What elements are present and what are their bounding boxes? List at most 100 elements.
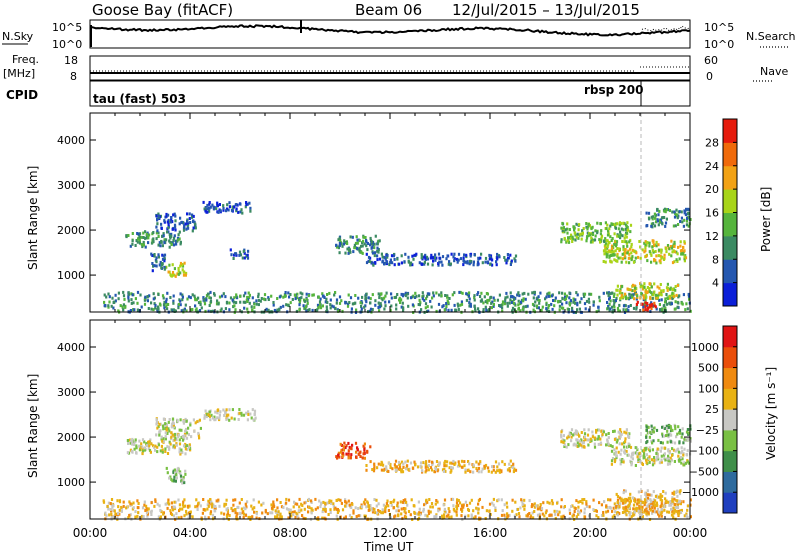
echo-cell [150,513,153,516]
colorbar-tick-label: 25 [705,403,719,416]
echo-cell [573,226,576,230]
echo-cell [664,309,667,313]
echo-cell [171,241,174,245]
echo-cell [445,257,448,261]
echo-cell [661,432,664,436]
echo-cell [582,441,585,445]
echo-cell [467,468,470,472]
echo-cell [373,462,376,466]
echo-cell [673,244,676,248]
echo-cell [179,242,182,246]
echo-cell [480,291,483,295]
echo-cell [622,245,625,249]
echo-cell [608,227,611,231]
echo-cell [390,503,393,507]
echo-cell [187,226,190,230]
echo-cell [178,503,181,507]
echo-cell [678,210,681,214]
echo-cell [644,298,647,302]
echo-cell [185,436,189,440]
echo-cell [183,481,186,485]
echo-cell [208,414,212,418]
echo-cell [607,241,610,245]
echo-cell [318,300,322,304]
echo-cell [238,250,242,254]
echo-cell [594,234,597,238]
echo-cell [623,445,626,449]
echo-cell [421,297,424,301]
echo-cell [216,411,219,415]
echo-cell [448,516,451,520]
echo-cell [531,511,534,515]
echo-cell [186,225,189,228]
echo-cell [550,294,554,298]
echo-cell [202,498,205,501]
echo-cell [610,247,614,251]
echo-cell [575,499,578,503]
echo-cell [626,509,629,513]
echo-cell [648,457,651,461]
echo-cell [161,424,165,428]
echo-cell [595,514,598,518]
echo-cell [460,507,463,511]
echo-cell [653,506,656,510]
echo-cell [410,498,413,502]
echo-cell [687,207,690,211]
echo-cell [681,249,684,252]
echo-cell [610,244,614,248]
echo-cell [357,507,360,510]
echo-cell [429,256,432,260]
echo-cell [326,301,329,304]
echo-cell [392,506,395,510]
echo-cell [334,506,337,510]
echo-cell [606,223,609,227]
echo-cell [134,438,137,442]
echo-cell [419,461,423,465]
echo-cell [576,441,579,445]
echo-cell [651,506,654,510]
echo-cell [173,445,176,449]
echo-cell [287,291,290,295]
echo-cell [636,498,639,502]
echo-cell [581,501,584,505]
echo-cell [603,252,606,256]
echo-cell [671,499,674,503]
echo-cell [686,504,689,508]
echo-cell [130,292,133,296]
echo-cell [159,429,162,433]
echo-cell [649,502,652,506]
echo-cell [384,294,387,298]
echo-cell [204,515,207,519]
echo-cell [592,498,595,502]
echo-cell [157,243,160,247]
echo-cell [681,449,684,453]
echo-cell [580,431,583,434]
echo-cell [664,297,667,301]
echo-cell [494,509,497,512]
echo-cell [225,498,228,502]
echo-cell [547,306,550,310]
echo-cell [231,205,234,209]
echo-cell [668,209,671,212]
echo-cell [565,445,568,449]
echo-cell [636,294,639,298]
echo-cell [253,510,256,514]
echo-cell [228,408,231,412]
echo-cell [680,511,683,514]
echo-cell [176,239,179,243]
echo-cell [586,227,589,231]
echo-cell [311,508,314,512]
echo-cell [249,206,252,210]
echo-cell [501,303,504,307]
echo-cell [569,299,572,303]
echo-cell [460,509,464,513]
echo-cell [356,241,359,245]
echo-cell [619,452,622,456]
echo-cell [481,261,484,265]
echo-cell [138,232,142,236]
echo-cell [228,205,231,209]
echo-cell [645,507,648,511]
echo-cell [509,291,512,295]
echo-cell [157,425,160,429]
echo-cell [660,458,663,462]
